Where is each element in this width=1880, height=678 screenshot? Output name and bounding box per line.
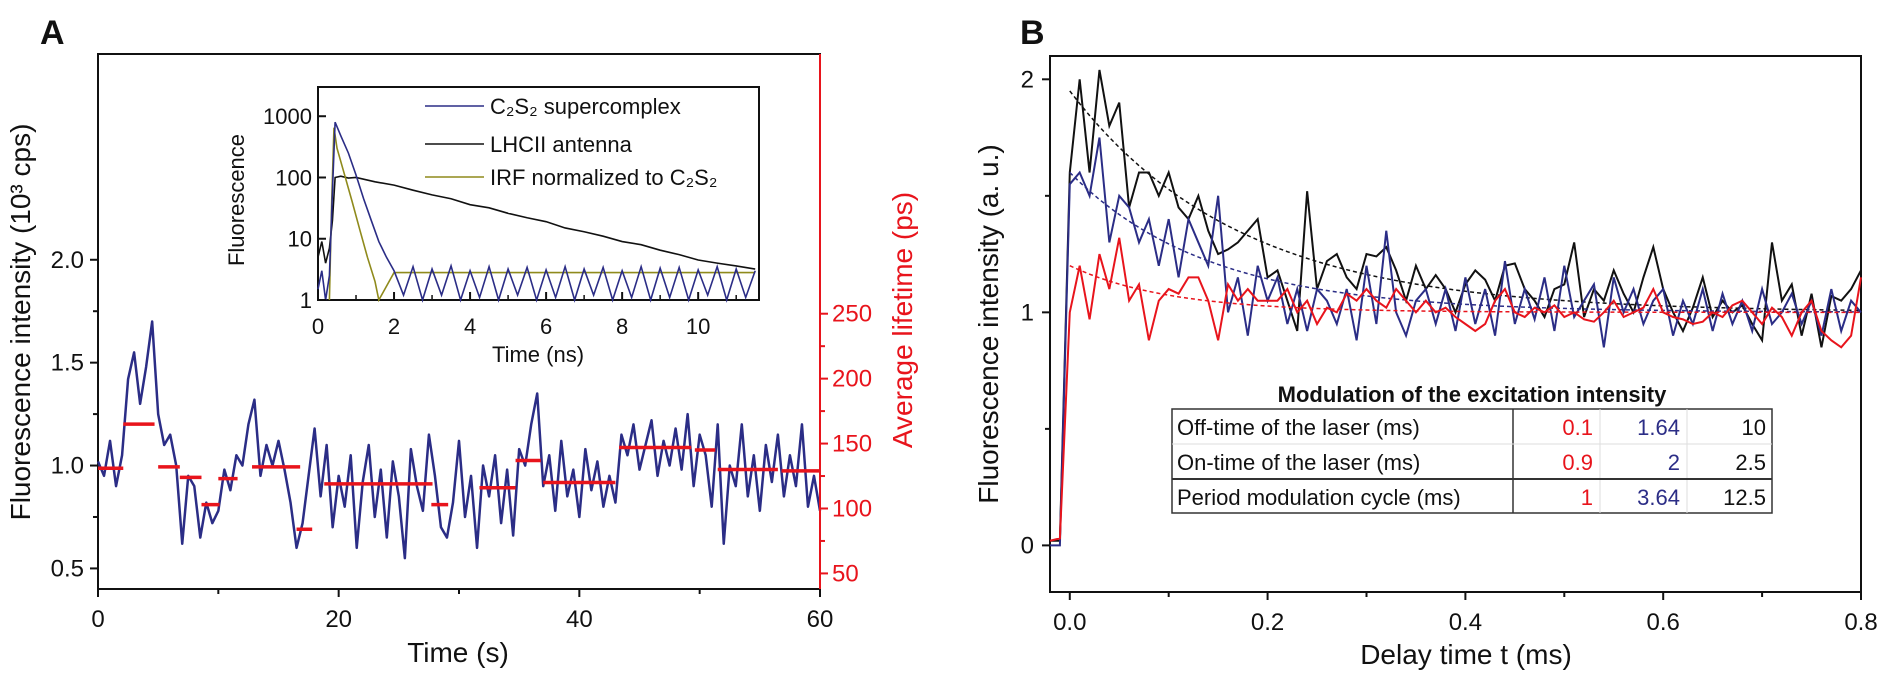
x-tick-label: 0.8 [1844, 609, 1877, 636]
panel-a-y2-title: Average lifetime (ps) [887, 192, 918, 448]
inset-y-tick-label: 1 [300, 288, 312, 313]
inset-marks [317, 121, 756, 303]
table-cell: 12.5 [1723, 485, 1766, 510]
inset-series-line [317, 121, 756, 303]
inset-x-tick-label: 4 [464, 314, 476, 339]
panel-b-plot: 0.0 0.2 0.4 0.6 0.8 0 1 2 Delay time t (ms) Flu… [973, 55, 1878, 670]
y-tick-label: 0.5 [51, 555, 84, 582]
inset-axes: 0 2 4 6 8 10 1 10 100 1000 [263, 104, 737, 339]
panel-b-frame [1049, 55, 1862, 593]
y-tick-label: 0 [1021, 532, 1034, 559]
fluorescence-trace [96, 320, 822, 560]
panel-b-x-title: Delay time t (ms) [1360, 639, 1572, 670]
inset-y-tick-label: 100 [275, 165, 312, 190]
exponential-fit-line [1069, 265, 1862, 314]
panel-a-y-title: Fluorescence intensity (10³ cps) [5, 124, 36, 521]
y2-tick-label: 200 [832, 366, 872, 393]
table-row-label: Period modulation cycle (ms) [1177, 485, 1461, 510]
panel-a-marks [96, 320, 822, 560]
table-cell: 1.64 [1637, 415, 1680, 440]
table-cell: 1 [1581, 485, 1593, 510]
y2-tick-label: 250 [832, 301, 872, 328]
inset-x-tick-label: 6 [540, 314, 552, 339]
inset-x-tick-label: 0 [312, 314, 324, 339]
y2-tick-label: 50 [832, 560, 859, 587]
modulation-table: Modulation of the excitation intensity Of… [1171, 382, 1773, 514]
inset-x-tick-label: 8 [616, 314, 628, 339]
table-row-label: On-time of the laser (ms) [1177, 450, 1420, 475]
y2-tick-label: 100 [832, 495, 872, 522]
legend-label: IRF normalized to C₂S₂ [490, 165, 717, 190]
x-tick-label: 0.0 [1053, 609, 1086, 636]
panel-b-y-title: Fluorescence intensity (a. u.) [973, 144, 1004, 504]
inset-y-tick-label: 10 [288, 227, 312, 252]
inset-x-tick-label: 2 [388, 314, 400, 339]
x-tick-label: 0.6 [1647, 609, 1680, 636]
exponential-fit-line [1069, 171, 1862, 313]
panel-label-b: B [1020, 14, 1045, 52]
y2-tick-label: 150 [832, 431, 872, 458]
table-cell: 10 [1742, 415, 1766, 440]
x-tick-label: 0.4 [1449, 609, 1482, 636]
x-tick-label: 0 [91, 606, 104, 633]
panel-label-a: A [40, 14, 65, 52]
legend-label: LHCII antenna [490, 132, 633, 157]
panel-a-inset: 0 2 4 6 8 10 1 10 100 1000 Time (ns) Fluorescence… [224, 86, 760, 367]
inset-legend: C₂S₂ supercomplex LHCII antenna IRF normal… [425, 94, 717, 190]
table-cell: 3.64 [1637, 485, 1680, 510]
x-tick-label: 20 [325, 606, 352, 633]
inset-y-tick-label: 1000 [263, 104, 312, 129]
y-tick-label: 2 [1021, 66, 1034, 93]
table-cell: 2 [1668, 450, 1680, 475]
y-tick-label: 1.5 [51, 350, 84, 377]
inset-x-title: Time (ns) [492, 342, 584, 367]
table-title: Modulation of the excitation intensity [1278, 382, 1667, 407]
table-cell: 0.1 [1562, 415, 1593, 440]
y-tick-label: 1.0 [51, 453, 84, 480]
y-tick-label: 2.0 [51, 247, 84, 274]
inset-x-tick-label: 10 [686, 314, 710, 339]
inset-frame [317, 86, 760, 301]
x-tick-label: 40 [566, 606, 593, 633]
table-cell: 2.5 [1735, 450, 1766, 475]
x-tick-label: 0.2 [1251, 609, 1284, 636]
legend-label: C₂S₂ supercomplex [490, 94, 681, 119]
table-row-label: Off-time of the laser (ms) [1177, 415, 1420, 440]
panel-b-marks [1049, 69, 1862, 547]
inset-series-line [317, 175, 756, 270]
table-cell: 0.9 [1562, 450, 1593, 475]
table-frame [1171, 408, 1773, 514]
inset-series-line [328, 127, 756, 303]
x-tick-label: 60 [807, 606, 834, 633]
inset-y-title: Fluorescence [224, 134, 249, 266]
panel-a-x-title: Time (s) [407, 637, 509, 668]
panel-b-axes: 0.0 0.2 0.4 0.6 0.8 0 1 2 [1021, 66, 1878, 636]
y-tick-label: 1 [1021, 299, 1034, 326]
decay-series-line [1050, 137, 1862, 547]
decay-series-line [1049, 237, 1862, 542]
